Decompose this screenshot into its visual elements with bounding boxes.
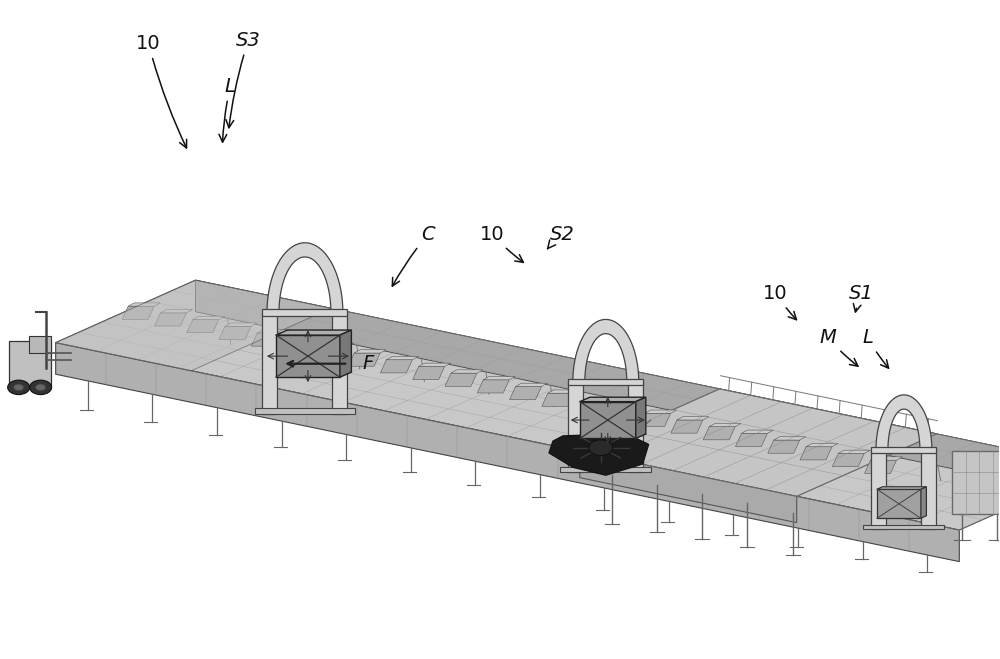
Polygon shape	[709, 423, 741, 426]
Polygon shape	[419, 363, 451, 366]
Circle shape	[589, 440, 613, 455]
Polygon shape	[549, 433, 649, 475]
Polygon shape	[806, 444, 838, 447]
Text: S1: S1	[849, 284, 874, 312]
Text: L: L	[219, 76, 236, 142]
Polygon shape	[332, 313, 347, 414]
Polygon shape	[451, 370, 483, 373]
Polygon shape	[483, 376, 515, 380]
Polygon shape	[871, 447, 936, 453]
Polygon shape	[9, 341, 51, 386]
Polygon shape	[645, 410, 677, 413]
Polygon shape	[838, 450, 870, 453]
Polygon shape	[251, 333, 283, 346]
Polygon shape	[628, 382, 643, 473]
Polygon shape	[154, 313, 186, 326]
Polygon shape	[580, 451, 797, 523]
Text: S3: S3	[226, 31, 261, 128]
Polygon shape	[348, 353, 380, 366]
Polygon shape	[56, 343, 959, 561]
Polygon shape	[741, 430, 773, 434]
Polygon shape	[276, 330, 351, 335]
Text: 10: 10	[136, 34, 187, 148]
Polygon shape	[877, 490, 921, 518]
Polygon shape	[677, 416, 709, 420]
Polygon shape	[445, 373, 477, 386]
Polygon shape	[195, 280, 1000, 499]
Polygon shape	[542, 393, 574, 407]
Polygon shape	[568, 382, 583, 473]
Text: F: F	[362, 354, 373, 373]
Polygon shape	[877, 487, 926, 490]
Polygon shape	[865, 460, 897, 473]
Polygon shape	[580, 401, 636, 438]
Polygon shape	[876, 395, 932, 450]
Polygon shape	[580, 397, 646, 401]
Polygon shape	[276, 335, 340, 377]
Circle shape	[14, 384, 24, 391]
Polygon shape	[316, 347, 348, 360]
Polygon shape	[340, 330, 351, 377]
Polygon shape	[257, 330, 289, 333]
Text: M: M	[819, 328, 858, 366]
Circle shape	[36, 384, 46, 391]
Polygon shape	[636, 397, 646, 438]
Text: 10: 10	[480, 225, 523, 262]
Polygon shape	[255, 409, 355, 414]
Polygon shape	[994, 487, 1000, 500]
Polygon shape	[671, 420, 703, 433]
Polygon shape	[639, 413, 671, 426]
Polygon shape	[354, 350, 386, 353]
Polygon shape	[863, 525, 944, 529]
Polygon shape	[56, 280, 1000, 530]
Circle shape	[30, 380, 52, 395]
Polygon shape	[262, 313, 277, 414]
Polygon shape	[800, 447, 832, 460]
Polygon shape	[952, 451, 1000, 513]
Polygon shape	[160, 310, 192, 313]
Polygon shape	[548, 390, 580, 393]
Polygon shape	[193, 316, 225, 320]
Polygon shape	[573, 320, 639, 382]
Polygon shape	[871, 450, 886, 529]
Polygon shape	[262, 309, 347, 316]
Polygon shape	[703, 426, 735, 440]
Text: L: L	[862, 328, 889, 368]
Polygon shape	[961, 480, 993, 494]
Polygon shape	[768, 440, 800, 453]
Polygon shape	[921, 487, 926, 518]
Polygon shape	[122, 306, 154, 320]
Polygon shape	[380, 360, 412, 373]
Polygon shape	[322, 343, 354, 347]
Polygon shape	[413, 366, 445, 380]
Polygon shape	[735, 434, 767, 447]
Polygon shape	[187, 320, 219, 333]
Polygon shape	[219, 326, 251, 339]
Polygon shape	[921, 450, 936, 529]
Polygon shape	[267, 243, 343, 313]
Text: 10: 10	[763, 284, 796, 320]
Text: S2: S2	[547, 225, 574, 249]
Polygon shape	[568, 379, 643, 386]
Polygon shape	[967, 477, 999, 480]
Polygon shape	[386, 357, 418, 360]
Polygon shape	[29, 336, 51, 353]
Polygon shape	[56, 280, 331, 371]
Polygon shape	[832, 453, 864, 467]
Polygon shape	[128, 303, 160, 306]
Polygon shape	[580, 389, 936, 496]
Text: C: C	[392, 225, 435, 286]
Polygon shape	[871, 457, 903, 460]
Polygon shape	[560, 467, 651, 473]
Polygon shape	[477, 380, 509, 393]
Polygon shape	[510, 387, 541, 399]
Polygon shape	[516, 384, 547, 387]
Circle shape	[8, 380, 30, 395]
Polygon shape	[225, 323, 257, 326]
Polygon shape	[774, 437, 806, 440]
